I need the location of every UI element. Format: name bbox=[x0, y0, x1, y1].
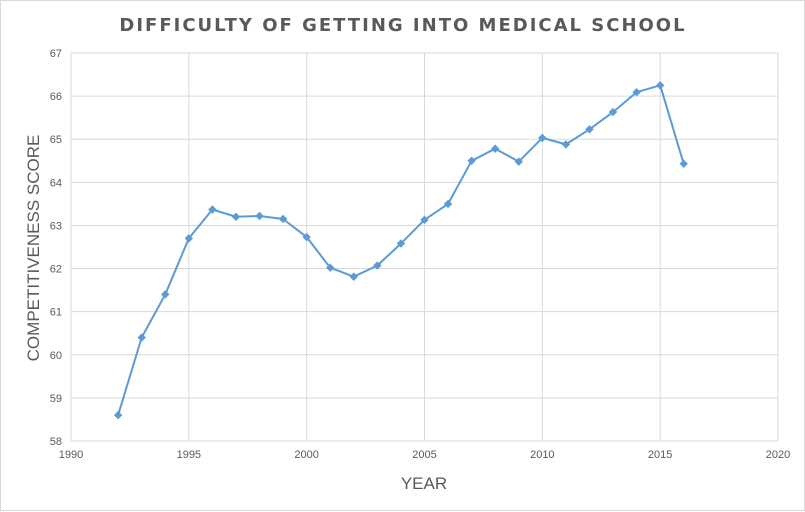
data-point bbox=[467, 156, 476, 165]
tick-labels: 58 59 60 61 62 63 64 65 66 67 1990 1995 2000 2005 2010… bbox=[50, 48, 790, 461]
data-point bbox=[443, 199, 453, 209]
chart-title: DIFFICULTY OF GETTING INTO MEDICAL SCHOO… bbox=[119, 15, 686, 36]
data-point bbox=[608, 107, 618, 117]
data-point bbox=[113, 410, 123, 420]
y-tick-label: 66 bbox=[50, 91, 62, 103]
data-point bbox=[137, 333, 146, 342]
data-point bbox=[491, 144, 500, 153]
grid bbox=[70, 52, 779, 442]
data-point bbox=[396, 239, 406, 248]
data-point bbox=[585, 125, 594, 134]
y-tick-label: 60 bbox=[50, 350, 62, 362]
data-point bbox=[255, 211, 264, 221]
data-point bbox=[679, 159, 688, 168]
y-tick-label: 64 bbox=[50, 177, 62, 189]
x-axis-title: YEAR bbox=[401, 474, 447, 493]
x-tick-label: 2020 bbox=[766, 449, 790, 461]
data-point bbox=[349, 272, 358, 281]
series bbox=[113, 81, 688, 420]
data-point bbox=[231, 212, 241, 222]
y-tick-label: 61 bbox=[50, 307, 62, 319]
data-point bbox=[514, 157, 523, 166]
y-tick-label: 65 bbox=[50, 134, 62, 146]
data-point bbox=[278, 214, 288, 224]
data-point bbox=[632, 88, 641, 97]
data-point bbox=[161, 290, 170, 299]
data-point bbox=[538, 133, 547, 143]
y-tick-label: 58 bbox=[50, 436, 62, 448]
data-point bbox=[561, 140, 571, 149]
data-point bbox=[208, 205, 217, 214]
x-tick-label: 1990 bbox=[59, 449, 83, 461]
series-line bbox=[117, 84, 685, 416]
data-point bbox=[655, 81, 665, 90]
y-tick-label: 67 bbox=[50, 48, 62, 60]
x-tick-label: 2005 bbox=[412, 449, 436, 461]
y-tick-label: 59 bbox=[50, 393, 62, 405]
y-axis-title: COMPETITIVENESS SCORE bbox=[24, 135, 43, 362]
x-tick-label: 2000 bbox=[294, 449, 318, 461]
data-point bbox=[326, 263, 335, 272]
data-point bbox=[302, 232, 311, 242]
data-point bbox=[373, 261, 382, 270]
data-point bbox=[184, 234, 194, 243]
x-tick-label: 1995 bbox=[177, 449, 201, 461]
x-tick-label: 2015 bbox=[648, 449, 672, 461]
y-tick-label: 62 bbox=[50, 264, 62, 276]
y-tick-label: 63 bbox=[50, 220, 62, 232]
x-tick-label: 2010 bbox=[530, 449, 554, 461]
data-point bbox=[420, 215, 429, 225]
